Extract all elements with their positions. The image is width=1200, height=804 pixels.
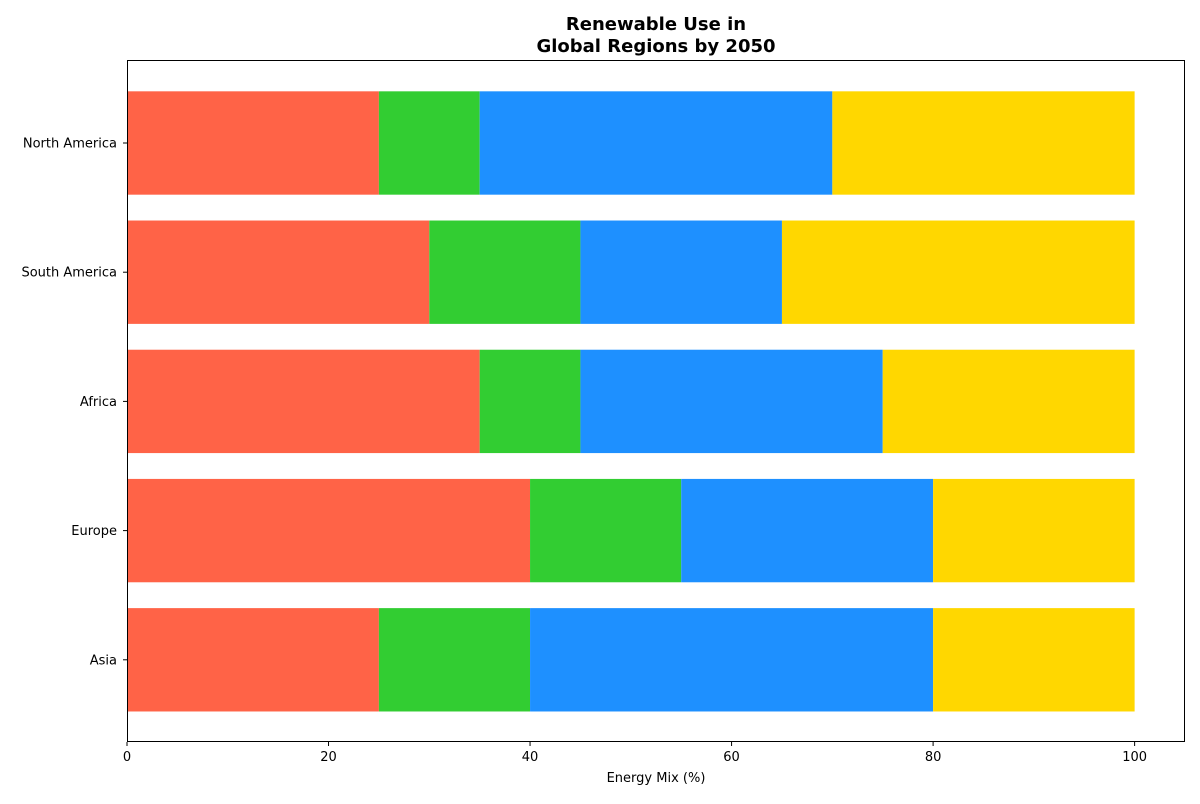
x-tick-label: 20 (320, 750, 337, 765)
y-tick-label: Europe (71, 524, 117, 539)
bar-north-america-segment-3 (479, 91, 833, 195)
x-tick-label: 100 (1122, 750, 1147, 765)
bar-north-america-segment-2 (378, 91, 480, 195)
axes-layer: North America South America Africa Europe As… (21, 60, 1185, 765)
y-tick-label: North America (23, 137, 117, 152)
bar-asia-segment-1 (127, 608, 379, 712)
y-tick-label: South America (21, 266, 117, 281)
bars-layer (127, 91, 1135, 712)
x-axis-label: Energy Mix (%) (607, 771, 706, 786)
chart-title-line-2: Global Regions by 2050 (536, 36, 775, 57)
y-tick-label: Asia (90, 653, 117, 668)
plot-frame (127, 60, 1185, 742)
bar-south-america-segment-1 (127, 220, 430, 324)
bar-europe-segment-2 (530, 478, 682, 583)
bar-north-america-segment-1 (127, 91, 379, 195)
bar-africa-segment-3 (580, 349, 883, 454)
chart-title-line-1: Renewable Use in (566, 14, 746, 35)
y-tick-label: Africa (80, 395, 117, 410)
x-tick-label: 80 (925, 750, 942, 765)
bar-asia-segment-4 (933, 608, 1135, 712)
x-tick-label: 60 (723, 750, 740, 765)
bar-south-america-segment-3 (580, 220, 782, 324)
x-tick-label: 40 (522, 750, 539, 765)
bar-europe-segment-1 (127, 478, 531, 583)
bar-africa-segment-2 (479, 349, 581, 454)
bar-europe-segment-4 (933, 478, 1135, 583)
bar-asia-segment-2 (378, 608, 531, 712)
bar-north-america-segment-4 (832, 91, 1135, 195)
bar-south-america-segment-4 (781, 220, 1135, 324)
bar-africa-segment-4 (882, 349, 1135, 454)
bar-europe-segment-3 (681, 478, 934, 583)
bar-asia-segment-3 (530, 608, 934, 712)
x-tick-label: 0 (123, 750, 131, 765)
bar-africa-segment-1 (127, 349, 480, 454)
bar-south-america-segment-2 (429, 220, 581, 324)
